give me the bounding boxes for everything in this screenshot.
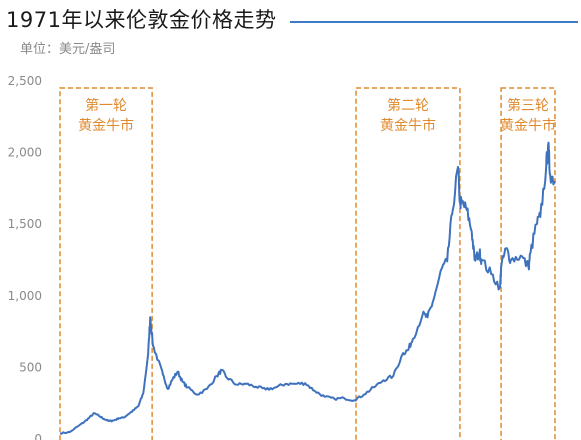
y-tick-label: 1,000 <box>8 289 42 303</box>
chart-title: 1971年以来伦敦金价格走势 <box>6 8 277 32</box>
y-tick-label: 1,500 <box>8 217 42 231</box>
bull-region-label: 第二轮 <box>387 97 429 114</box>
y-axis-ticks: 0 500 1,000 1,500 2,000 2,500 <box>8 74 42 440</box>
bull-region-label: 第三轮 <box>507 97 549 114</box>
unit-label: 单位：美元/盎司 <box>20 42 116 57</box>
bull-region-3 <box>500 87 556 440</box>
bull-region-1 <box>59 87 153 440</box>
y-tick-label: 2,000 <box>8 146 42 160</box>
gold-price-line <box>59 141 556 435</box>
title-rule <box>290 21 578 23</box>
bull-region-label: 黄金牛市 <box>500 117 556 134</box>
bull-region-2 <box>355 87 461 440</box>
bull-region-label: 黄金牛市 <box>78 117 134 134</box>
y-tick-label: 0 <box>34 432 42 440</box>
bull-region-label: 黄金牛市 <box>380 117 436 134</box>
y-tick-label: 500 <box>19 360 42 374</box>
bull-region-label: 第一轮 <box>85 97 127 114</box>
y-tick-label: 2,500 <box>8 74 42 88</box>
